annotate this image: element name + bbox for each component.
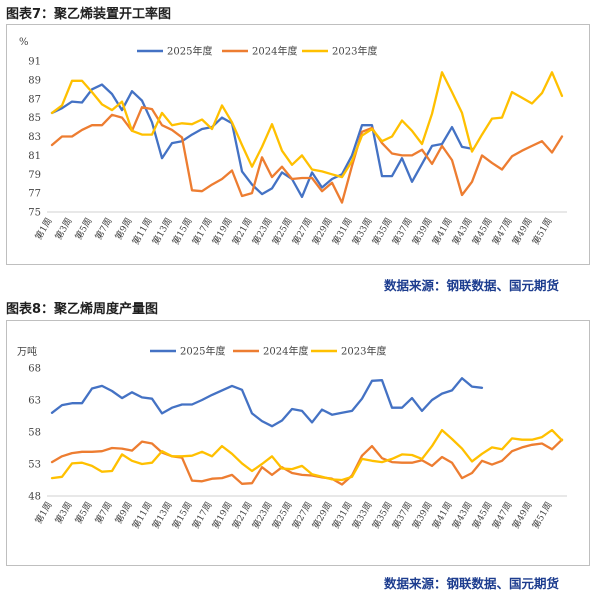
x-tick-label: 第3周 — [52, 216, 74, 243]
y-tick-label: 48 — [28, 492, 41, 503]
y-tick-label: 58 — [28, 428, 41, 439]
y-tick-label: 68 — [28, 364, 41, 375]
figure-7-source: 数据来源：钢联数据、国元期货 — [383, 278, 559, 293]
series-line-2025年度 — [50, 83, 474, 199]
x-tick-label: 第9周 — [112, 500, 134, 527]
x-tick-label: 第1周 — [32, 216, 54, 243]
y-tick-label: 63 — [28, 396, 41, 407]
series-line-2024年度 — [50, 438, 564, 486]
y-tick-label: 89 — [28, 75, 41, 86]
series-line-2023年度 — [50, 428, 564, 482]
y-tick-label: 79 — [28, 170, 41, 181]
figure-7-title: 图表7：聚乙烯装置开工率图 — [6, 7, 172, 22]
x-tick-label: 第5周 — [72, 500, 94, 527]
series-line-2023年度 — [50, 71, 564, 179]
y-tick-label: 87 — [28, 94, 41, 105]
y-tick-label: 77 — [28, 189, 41, 200]
figure-8-title: 图表8：聚乙烯周度产量图 — [6, 302, 159, 317]
y-tick-label: 81 — [28, 151, 41, 162]
chart-7-container: % 75 77 79 81 83 85 87 89 91 第1周 第3周 第5周 第7周 第9周 第11周 第1… — [6, 24, 590, 265]
y-tick-label: 91 — [28, 57, 41, 68]
series-line-2025年度 — [50, 377, 484, 428]
x-tick-label: 第51周 — [529, 216, 554, 248]
legend-label: 2023年度 — [341, 345, 386, 358]
x-tick-label: 第9周 — [112, 216, 134, 243]
series-line-2024年度 — [50, 106, 564, 204]
x-tick-label: 第3周 — [52, 500, 74, 527]
legend-label: 2024年度 — [252, 45, 297, 58]
x-tick-label: 第7周 — [92, 500, 114, 527]
y-tick-label: 75 — [28, 208, 41, 219]
y-tick-label: 85 — [28, 113, 41, 124]
x-tick-label: 第7周 — [92, 216, 114, 243]
legend-label: 2024年度 — [263, 345, 308, 358]
y-tick-label: 53 — [28, 460, 41, 471]
legend-label: 2025年度 — [180, 345, 225, 358]
figure-8-source: 数据来源：钢联数据、国元期货 — [383, 576, 559, 591]
legend-label: 2025年度 — [167, 45, 212, 58]
y-unit-label: 万吨 — [17, 345, 37, 358]
y-unit-label: % — [19, 37, 29, 48]
chart-8-container: 万吨 48 53 58 63 68 第1周 第3周 第5周 第7周 第9周 第11周 第13周 第15周第… — [6, 320, 590, 566]
legend-label: 2023年度 — [332, 45, 377, 58]
x-tick-label: 第5周 — [72, 216, 94, 243]
x-tick-label: 第51周 — [529, 500, 554, 532]
y-tick-label: 83 — [28, 132, 41, 143]
x-tick-label: 第1周 — [32, 500, 54, 527]
